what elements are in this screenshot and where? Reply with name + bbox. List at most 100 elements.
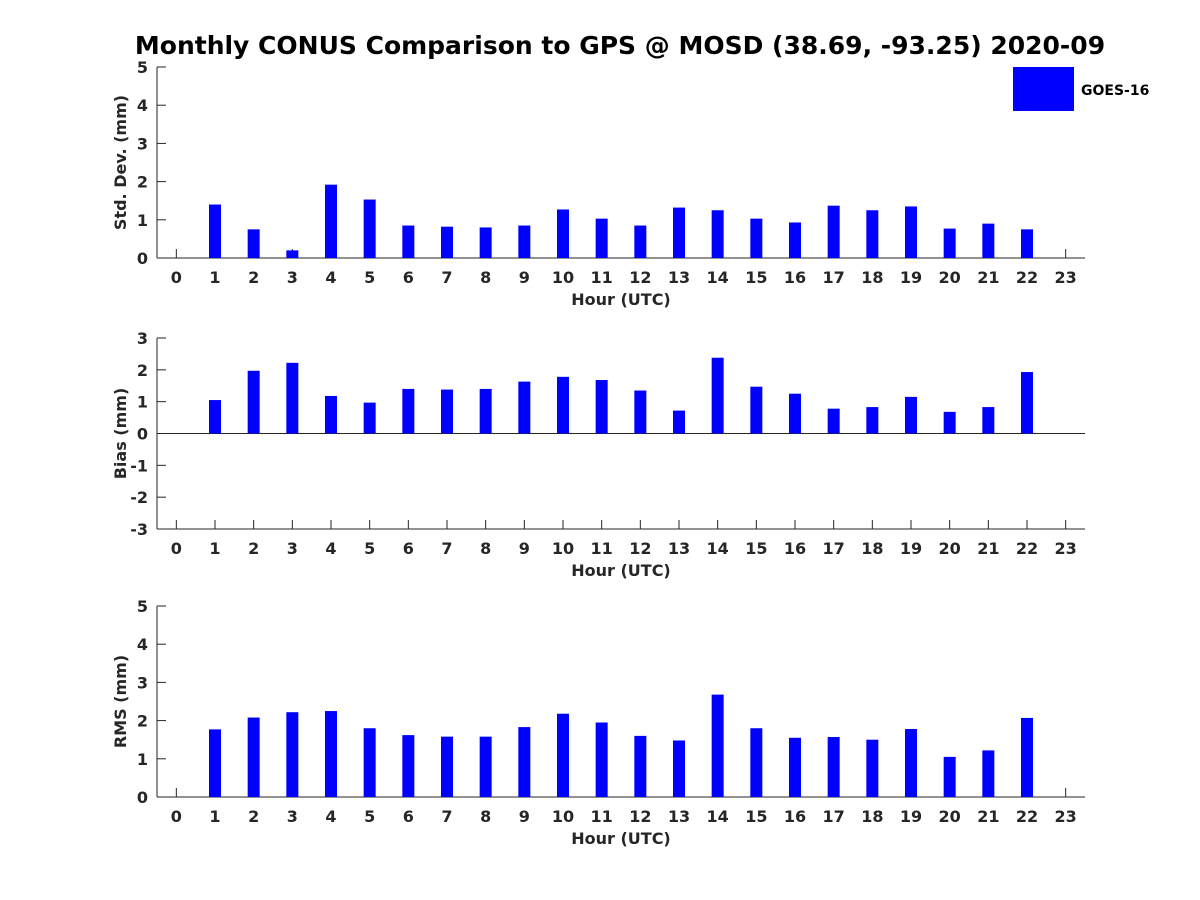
std-dev-bar bbox=[943, 228, 956, 258]
rms-y-tick-label: 2 bbox=[137, 712, 148, 731]
rms-x-tick-label: 22 bbox=[1016, 807, 1038, 826]
rms-x-tick-label: 7 bbox=[441, 807, 452, 826]
bias-x-tick-label: 5 bbox=[364, 539, 375, 558]
bias-bar bbox=[1021, 372, 1033, 434]
std-dev-x-tick-label: 23 bbox=[1055, 268, 1077, 287]
rms-x-tick-label: 6 bbox=[403, 807, 414, 826]
std-dev-x-tick-label: 22 bbox=[1016, 268, 1038, 287]
std-dev-x-tick-label: 1 bbox=[209, 268, 220, 287]
std-dev-bar bbox=[557, 209, 569, 258]
std-dev-bar bbox=[905, 206, 917, 258]
rms-bar bbox=[363, 728, 376, 797]
rms-x-tick-label: 15 bbox=[745, 807, 767, 826]
rms-x-tick-label: 4 bbox=[325, 807, 336, 826]
std-dev-x-tick-label: 16 bbox=[784, 268, 806, 287]
bias-x-tick-label: 12 bbox=[629, 539, 651, 558]
bias-bar bbox=[866, 407, 879, 434]
std-dev-bar bbox=[711, 210, 724, 258]
std-dev-x-tick-label: 8 bbox=[480, 268, 491, 287]
std-dev-x-tick-label: 20 bbox=[939, 268, 961, 287]
std-dev-bar bbox=[286, 250, 299, 258]
std-dev-y-label: Std. Dev. (mm) bbox=[111, 95, 130, 230]
bias-bar bbox=[943, 411, 956, 434]
rms-x-tick-label: 21 bbox=[977, 807, 999, 826]
std-dev-bar bbox=[750, 218, 763, 258]
std-dev-x-tick-label: 2 bbox=[248, 268, 259, 287]
bias-bar bbox=[286, 362, 299, 434]
std-dev-bar bbox=[209, 204, 221, 258]
std-dev-bar bbox=[1021, 229, 1033, 258]
rms-bar bbox=[673, 740, 685, 797]
std-dev-bar bbox=[363, 199, 376, 258]
bias-x-tick-label: 14 bbox=[707, 539, 729, 558]
std-dev-x-tick-label: 18 bbox=[861, 268, 883, 287]
bias-x-tick-label: 23 bbox=[1055, 539, 1077, 558]
bias-bar bbox=[750, 386, 763, 434]
std-dev-x-tick-label: 6 bbox=[403, 268, 414, 287]
bias-x-tick-label: 6 bbox=[403, 539, 414, 558]
rms-bar bbox=[557, 713, 569, 797]
bias-y-tick-label: 0 bbox=[137, 425, 148, 444]
rms-x-tick-label: 5 bbox=[364, 807, 375, 826]
bias-bar bbox=[905, 396, 917, 434]
std-dev-x-tick-label: 11 bbox=[591, 268, 613, 287]
bias-bar bbox=[363, 402, 376, 434]
rms-x-tick-label: 19 bbox=[900, 807, 922, 826]
std-dev-bar bbox=[789, 222, 801, 258]
rms-bar bbox=[750, 728, 763, 797]
bias-y-tick-label: 2 bbox=[137, 361, 148, 380]
std-dev-x-tick-label: 9 bbox=[519, 268, 530, 287]
rms-x-tick-label: 20 bbox=[939, 807, 961, 826]
rms-bar bbox=[789, 737, 801, 797]
rms-bar bbox=[634, 735, 647, 797]
rms-x-tick-label: 3 bbox=[287, 807, 298, 826]
std-dev-y-tick-label: 0 bbox=[137, 249, 148, 268]
bias-x-tick-label: 19 bbox=[900, 539, 922, 558]
bias-bar bbox=[247, 370, 260, 434]
rms-bar bbox=[943, 756, 956, 797]
rms-x-tick-label: 14 bbox=[707, 807, 729, 826]
std-dev-bar bbox=[634, 225, 647, 258]
std-dev-x-tick-label: 4 bbox=[325, 268, 336, 287]
bias-y-tick-label: -2 bbox=[130, 488, 148, 507]
bias-x-tick-label: 10 bbox=[552, 539, 574, 558]
bias-bar bbox=[402, 388, 415, 434]
rms-y-tick-label: 3 bbox=[137, 673, 148, 692]
bias-x-tick-label: 4 bbox=[325, 539, 336, 558]
rms-bar bbox=[595, 722, 608, 797]
std-dev-x-tick-label: 14 bbox=[707, 268, 729, 287]
std-dev-x-tick-label: 3 bbox=[287, 268, 298, 287]
rms-bar bbox=[827, 737, 840, 797]
bias-x-tick-label: 16 bbox=[784, 539, 806, 558]
bias-y-tick-label: 3 bbox=[137, 329, 148, 348]
bias-y-tick-label: 1 bbox=[137, 393, 148, 412]
bias-bar bbox=[441, 389, 453, 434]
bias-x-tick-label: 8 bbox=[480, 539, 491, 558]
std-dev-bar bbox=[673, 207, 685, 258]
std-dev-x-tick-label: 21 bbox=[977, 268, 999, 287]
std-dev-x-tick-label: 10 bbox=[552, 268, 574, 287]
bias-x-tick-label: 18 bbox=[861, 539, 883, 558]
std-dev-x-tick-label: 0 bbox=[171, 268, 182, 287]
rms-x-tick-label: 12 bbox=[629, 807, 651, 826]
bias-y-tick-label: -1 bbox=[130, 456, 148, 475]
std-dev-x-label: Hour (UTC) bbox=[571, 290, 671, 309]
bias-x-tick-label: 1 bbox=[209, 539, 220, 558]
bias-x-tick-label: 20 bbox=[939, 539, 961, 558]
legend: GOES-16 bbox=[1013, 67, 1149, 111]
std-dev-y-tick-label: 1 bbox=[137, 211, 148, 230]
std-dev-x-tick-label: 13 bbox=[668, 268, 690, 287]
bias-bar bbox=[557, 376, 569, 434]
rms-x-tick-label: 9 bbox=[519, 807, 530, 826]
bias-x-tick-label: 13 bbox=[668, 539, 690, 558]
bias-bar bbox=[827, 408, 840, 434]
std-dev-x-tick-label: 7 bbox=[441, 268, 452, 287]
rms-bar bbox=[325, 711, 337, 797]
std-dev-bar bbox=[325, 184, 337, 258]
std-dev-bar bbox=[402, 225, 415, 258]
bias-x-tick-label: 3 bbox=[287, 539, 298, 558]
std-dev-x-tick-label: 12 bbox=[629, 268, 651, 287]
